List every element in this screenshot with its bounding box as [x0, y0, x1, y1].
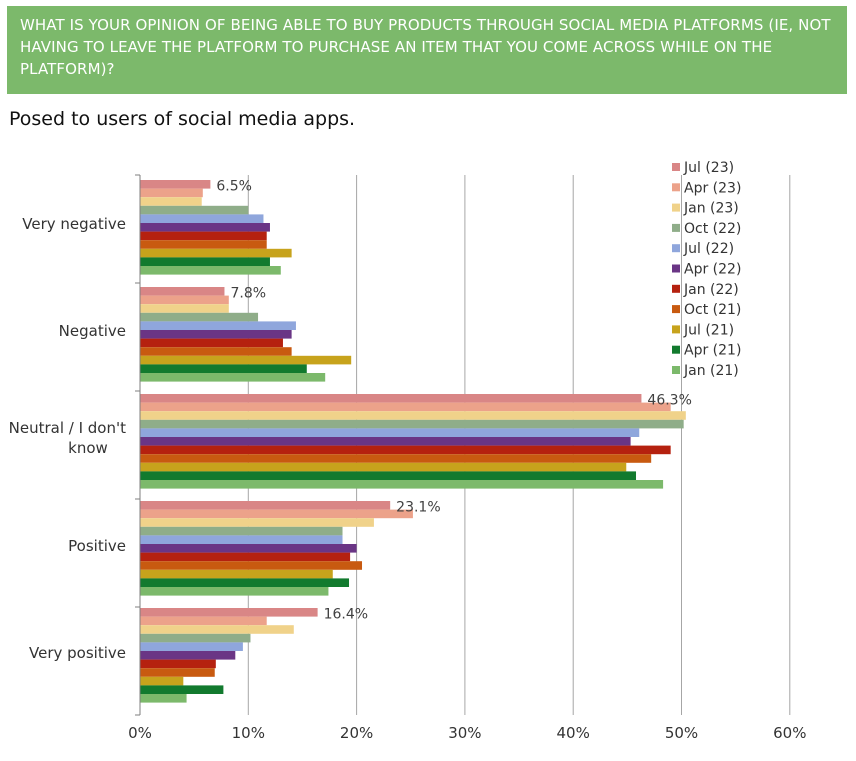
x-tick-label: 20% [340, 724, 373, 742]
category-label: Neutral / I don't know [9, 419, 126, 457]
bar-very-positive-apr-22 [140, 651, 236, 660]
bar-positive-jul-21 [140, 569, 333, 579]
data-label: 16.4% [324, 606, 368, 622]
bar-negative-apr-21 [140, 364, 307, 373]
bar-negative-jan-23 [140, 304, 229, 313]
bar-very-negative-jul-22 [140, 214, 264, 223]
bar-negative-jul-21 [140, 355, 352, 365]
legend-swatch-apr-21 [672, 345, 680, 354]
bar-negative-oct-21 [140, 347, 292, 356]
bar-very-negative-oct-22 [140, 205, 249, 215]
legend-label-jan-22: Jan (22) [683, 282, 739, 298]
category-label: Very negative [22, 215, 126, 233]
bar-very-positive-apr-21 [140, 685, 224, 694]
legend-swatch-apr-22 [672, 264, 680, 273]
legend-swatch-jul-21 [672, 325, 680, 334]
legend-label-jul-23: Jul (23) [683, 160, 734, 176]
bar-neutral-i-don-t-know-apr-21 [140, 471, 637, 480]
category-label: Positive [68, 537, 126, 555]
bar-very-negative-apr-21 [140, 257, 270, 266]
bar-positive-jan-22 [140, 552, 351, 562]
legend-label-oct-21: Oct (21) [684, 302, 741, 318]
data-label: 7.8% [230, 285, 266, 301]
x-tick-label: 40% [557, 724, 590, 742]
bar-neutral-i-don-t-know-oct-21 [140, 454, 652, 463]
bar-neutral-i-don-t-know-oct-22 [140, 419, 684, 429]
bar-neutral-i-don-t-know-jul-23 [140, 394, 642, 403]
bar-very-positive-oct-22 [140, 633, 251, 643]
legend-label-jan-21: Jan (21) [683, 363, 739, 379]
bar-positive-jan-23 [140, 518, 374, 527]
legend-label-oct-22: Oct (22) [684, 221, 741, 237]
chart-title: WHAT IS YOUR OPINION OF BEING ABLE TO BU… [20, 16, 831, 78]
x-tick-label: 50% [665, 724, 698, 742]
bar-neutral-i-don-t-know-jan-21 [140, 480, 664, 489]
bar-very-positive-apr-23 [140, 616, 267, 626]
bar-very-negative-oct-21 [140, 240, 267, 249]
category-label: Negative [59, 322, 126, 340]
bar-negative-oct-22 [140, 312, 259, 322]
bar-positive-oct-22 [140, 526, 343, 536]
bar-positive-apr-21 [140, 578, 350, 587]
legend-label-jul-22: Jul (22) [683, 241, 734, 257]
bar-very-positive-jul-21 [140, 676, 184, 686]
legend-label-apr-22: Apr (22) [684, 262, 741, 278]
legend-label-jan-23: Jan (23) [683, 201, 739, 217]
bar-very-negative-jul-21 [140, 248, 292, 258]
bar-positive-apr-23 [140, 509, 413, 519]
chart-subtitle: Posed to users of social media apps. [9, 108, 356, 130]
legend-label-apr-21: Apr (21) [684, 343, 741, 359]
legend-swatch-jan-23 [672, 203, 680, 212]
data-label: 6.5% [216, 178, 252, 194]
legend-swatch-oct-22 [672, 223, 680, 232]
bar-very-negative-apr-23 [140, 188, 203, 198]
bar-very-negative-jan-21 [140, 266, 281, 275]
legend-swatch-jul-23 [672, 163, 680, 171]
bar-very-negative-apr-22 [140, 223, 270, 232]
chart-title-banner: WHAT IS YOUR OPINION OF BEING ABLE TO BU… [7, 6, 847, 94]
bar-neutral-i-don-t-know-apr-22 [140, 437, 631, 446]
x-tick-label: 30% [448, 724, 481, 742]
legend-swatch-jul-22 [672, 244, 680, 253]
bar-negative-jul-23 [140, 287, 225, 296]
x-tick-label: 0% [128, 724, 152, 742]
bar-positive-jan-21 [140, 587, 329, 596]
legend-swatch-jan-22 [672, 284, 680, 293]
bar-very-positive-jan-22 [140, 659, 216, 669]
legend-swatch-apr-23 [672, 183, 680, 192]
bar-negative-apr-22 [140, 330, 292, 339]
legend-label-apr-23: Apr (23) [684, 180, 741, 196]
bar-very-negative-jan-22 [140, 231, 267, 241]
legend-label-jul-21: Jul (21) [683, 322, 734, 338]
legend-swatch-jan-21 [672, 366, 680, 374]
bar-very-negative-jul-23 [140, 180, 211, 189]
bar-negative-jan-21 [140, 373, 326, 382]
data-label: 23.1% [396, 499, 440, 515]
bar-neutral-i-don-t-know-jan-22 [140, 445, 671, 455]
legend-swatch-oct-21 [672, 305, 680, 314]
bar-very-positive-jul-23 [140, 608, 318, 617]
bar-positive-oct-21 [140, 561, 363, 570]
bar-positive-jul-22 [140, 535, 343, 544]
bar-negative-jul-22 [140, 321, 296, 330]
bar-negative-apr-23 [140, 295, 229, 305]
bar-very-positive-jan-21 [140, 694, 187, 703]
bar-positive-apr-22 [140, 544, 357, 553]
bar-very-negative-jan-23 [140, 197, 202, 206]
bar-negative-jan-22 [140, 338, 283, 348]
bar-neutral-i-don-t-know-apr-23 [140, 402, 671, 412]
x-tick-label: 60% [773, 724, 806, 742]
bar-very-positive-jan-23 [140, 625, 294, 634]
category-label: Very positive [29, 644, 126, 662]
bar-neutral-i-don-t-know-jul-22 [140, 428, 640, 437]
bar-neutral-i-don-t-know-jan-23 [140, 411, 686, 420]
bar-positive-jul-23 [140, 501, 391, 510]
bar-very-positive-oct-21 [140, 668, 215, 677]
bar-very-positive-jul-22 [140, 642, 243, 651]
x-tick-label: 10% [232, 724, 265, 742]
bar-neutral-i-don-t-know-jul-21 [140, 462, 627, 472]
data-label: 46.3% [647, 392, 691, 408]
